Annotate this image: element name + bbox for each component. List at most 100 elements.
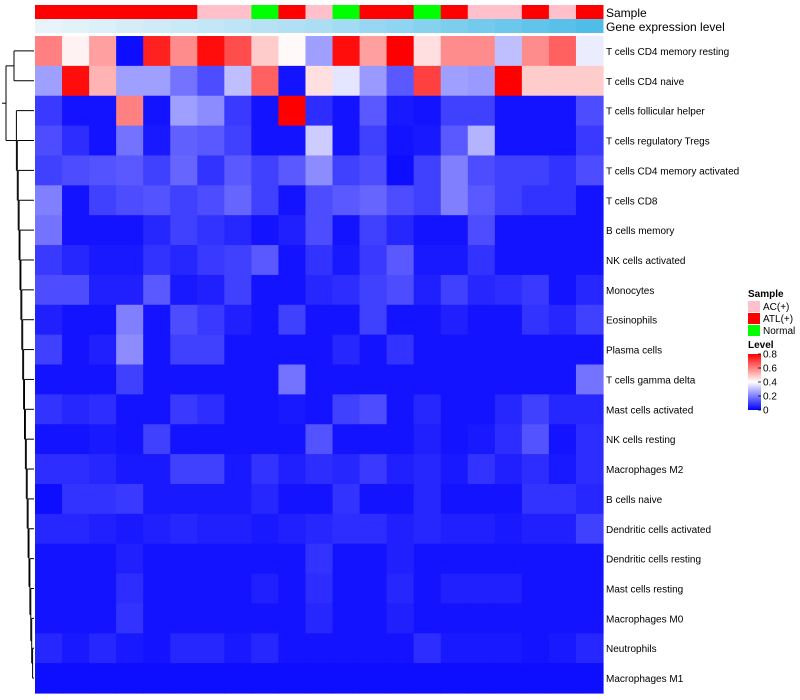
heatmap-cell: [62, 304, 90, 336]
heatmap-cell: [251, 95, 280, 127]
heatmap-cell: [575, 334, 604, 366]
sample-annotation-cell: [251, 5, 279, 19]
sample-annotation-cell: [197, 5, 225, 19]
heatmap-cell: [251, 364, 280, 395]
heatmap-cell: [197, 573, 225, 605]
heatmap-cell: [440, 65, 469, 97]
heatmap-cell: [413, 185, 442, 216]
heatmap-cell: [575, 185, 604, 216]
heatmap-cell: [170, 125, 198, 157]
heatmap-cell: [332, 603, 361, 634]
heatmap-cell: [170, 95, 198, 127]
heatmap-cell: [278, 513, 307, 545]
row-label: NK cells resting: [606, 435, 675, 446]
row-label: T cells CD4 memory activated: [606, 166, 739, 177]
heatmap-cell: [35, 185, 63, 216]
heatmap-cell: [35, 274, 63, 306]
annotation-bars: [35, 5, 604, 33]
heatmap-cell: [494, 95, 523, 127]
expression-annotation-cell: [116, 19, 144, 33]
sample-annotation-cell: [143, 5, 171, 19]
heatmap-cell: [521, 215, 550, 246]
heatmap-cell: [197, 274, 225, 306]
heatmap-cell: [89, 304, 117, 336]
heatmap-cell: [521, 65, 550, 97]
heatmap-cell: [170, 663, 198, 694]
heatmap-cell: [224, 304, 252, 336]
heatmap-cell: [251, 633, 280, 664]
heatmap-cell: [359, 364, 388, 395]
heatmap-cell: [170, 603, 198, 634]
heatmap-cell: [467, 125, 496, 157]
heatmap-cell: [170, 364, 198, 395]
heatmap-cell: [521, 424, 550, 455]
heatmap-cell: [89, 603, 117, 634]
heatmap-cell: [116, 274, 144, 306]
heatmap-cell: [521, 36, 550, 67]
heatmap-cell: [89, 633, 117, 664]
heatmap-cell: [278, 633, 307, 664]
heatmap-cell: [305, 155, 334, 186]
row-labels: T cells CD4 memory resting T cells CD4 na…: [606, 47, 739, 685]
heatmap-cell: [143, 633, 171, 664]
heatmap-cell: [575, 513, 604, 545]
heatmap-cell: [224, 603, 252, 634]
heatmap-cell: [278, 185, 307, 216]
heatmap-cell: [332, 245, 361, 276]
legend-sample-title: Sample: [748, 289, 784, 300]
heatmap-cell: [224, 274, 252, 306]
heatmap-cell: [386, 274, 415, 306]
heatmap-cell: [413, 274, 442, 306]
heatmap-cell: [521, 603, 550, 634]
heatmap-cell: [305, 543, 334, 575]
heatmap-cell: [440, 274, 469, 306]
heatmap-cell: [35, 95, 63, 127]
sample-annotation-cell: [548, 5, 577, 19]
heatmap-cell: [548, 125, 577, 157]
heatmap-cell: [89, 483, 117, 515]
row-label: Monocytes: [606, 286, 654, 297]
heatmap-cell: [548, 573, 577, 605]
heatmap-cell: [359, 603, 388, 634]
heatmap-cell: [467, 245, 496, 276]
heatmap-cell: [224, 334, 252, 366]
row-label: Mast cells activated: [606, 405, 693, 416]
heatmap-cell: [35, 155, 63, 186]
heatmap-cell: [35, 483, 63, 515]
heatmap-cell: [548, 274, 577, 306]
heatmap-cell: [143, 603, 171, 634]
heatmap-cell: [278, 95, 307, 127]
legend-entry-label: AC(+): [763, 302, 789, 313]
heatmap-cell: [170, 185, 198, 216]
heatmap-cell: [413, 454, 442, 485]
heatmap-cell: [143, 424, 171, 455]
heatmap-cell: [575, 424, 604, 455]
row-label: T cells regulatory Tregs: [606, 137, 710, 148]
heatmap-cell: [116, 245, 144, 276]
heatmap-cell: [305, 36, 334, 67]
heatmap-cell: [224, 543, 252, 575]
heatmap-cell: [548, 394, 577, 425]
heatmap-cell: [467, 513, 496, 545]
heatmap-cell: [413, 513, 442, 545]
heatmap-cell: [521, 245, 550, 276]
row-label: Plasma cells: [606, 346, 662, 357]
row-label: NK cells activated: [606, 256, 685, 267]
heatmap-cell: [251, 573, 280, 605]
heatmap-cell: [224, 364, 252, 395]
heatmap-cell: [170, 304, 198, 336]
heatmap-cell: [116, 304, 144, 336]
heatmap-cell: [359, 573, 388, 605]
heatmap-cell: [575, 483, 604, 515]
heatmap-cell: [440, 125, 469, 157]
heatmap-cell: [35, 215, 63, 246]
heatmap-cell: [116, 185, 144, 216]
heatmap-cell: [62, 394, 90, 425]
heatmap-cell: [413, 633, 442, 664]
sample-annotation-cell: [35, 5, 63, 19]
heatmap-cell: [440, 663, 469, 694]
heatmap-cell: [197, 663, 225, 694]
heatmap-cell: [386, 663, 415, 694]
heatmap-cell: [494, 245, 523, 276]
